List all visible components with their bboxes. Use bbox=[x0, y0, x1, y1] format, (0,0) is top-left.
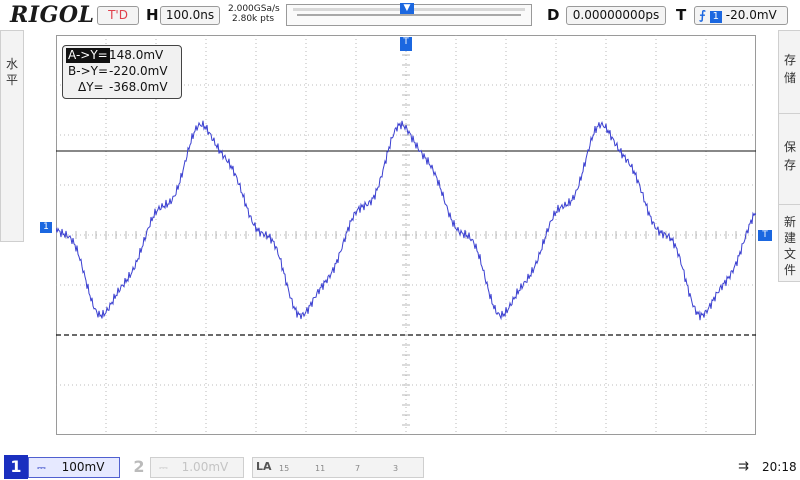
softkey-storage-char-1: 存 bbox=[783, 53, 796, 67]
la-label: LA bbox=[256, 460, 272, 473]
softkey-new-file[interactable]: 新 建 文 件 bbox=[779, 205, 800, 281]
run-status-badge[interactable]: T'D bbox=[97, 6, 139, 25]
top-status-bar: RIGOL T'D H 100.0ns 2.000GSa/s 2.80k pts… bbox=[0, 0, 800, 30]
softkey-save-char-1: 保 bbox=[783, 140, 796, 154]
cursor-b-value: -220.0mV bbox=[109, 64, 168, 78]
delay-label: D bbox=[547, 6, 560, 24]
waveform-display[interactable] bbox=[56, 35, 756, 435]
trigger-position-memory-marker: ▼ bbox=[400, 3, 414, 14]
cursor-a-label: A->Y= bbox=[66, 48, 110, 63]
channel1-offset-marker-label: 1 bbox=[43, 222, 49, 232]
softkey-storage-char-2: 储 bbox=[783, 71, 796, 85]
la-tick-11: 11 bbox=[315, 464, 326, 473]
horizontal-menu-tab[interactable]: 水 平 bbox=[0, 30, 24, 242]
left-menu-char-2: 平 bbox=[5, 73, 18, 87]
channel2-scale-box[interactable]: ⎓ 1.00mV bbox=[150, 457, 244, 478]
horizontal-label: H bbox=[146, 6, 159, 24]
softkey-new-file-char-1: 新 bbox=[783, 215, 796, 229]
trigger-settings[interactable]: ⨍ 1 -20.0mV bbox=[694, 6, 788, 25]
trigger-label: T bbox=[676, 6, 687, 24]
clock-time: 20:18 bbox=[762, 460, 797, 474]
channel1-scale-box[interactable]: ⎓ 100mV bbox=[28, 457, 120, 478]
left-menu-char-1: 水 bbox=[5, 57, 18, 71]
cursor-readout-panel: A->Y= 148.0mV B->Y= -220.0mV ΔY= -368.0m… bbox=[62, 45, 182, 99]
softkey-new-file-char-3: 文 bbox=[783, 247, 796, 261]
la-tick-7: 7 bbox=[355, 464, 361, 473]
usb-icon: ⇉ bbox=[738, 459, 749, 474]
trigger-level: -20.0mV bbox=[725, 8, 777, 22]
sample-rate: 2.000GSa/s bbox=[228, 4, 280, 14]
softkey-storage[interactable]: 存 储 bbox=[779, 31, 800, 114]
cursor-delta-value: -368.0mV bbox=[109, 80, 168, 94]
cursor-a-value: 148.0mV bbox=[109, 48, 164, 62]
channel1-scale: 100mV bbox=[61, 460, 105, 474]
cursor-delta-label: ΔY= bbox=[78, 80, 104, 94]
channel1-offset-marker[interactable]: 1 bbox=[40, 222, 52, 233]
softkey-new-file-char-2: 建 bbox=[783, 231, 796, 245]
delay-value[interactable]: 0.00000000ps bbox=[566, 6, 666, 25]
trigger-position-marker-label: T bbox=[403, 37, 409, 47]
softkey-new-file-char-4: 件 bbox=[783, 263, 796, 277]
softkey-save-char-2: 存 bbox=[783, 158, 796, 172]
rising-edge-icon: ⨍ bbox=[699, 8, 706, 22]
memory-depth: 2.80k pts bbox=[232, 14, 275, 24]
channel1-button[interactable]: 1 bbox=[4, 455, 28, 479]
la-tick-15: 15 bbox=[279, 464, 290, 473]
timebase-value[interactable]: 100.0ns bbox=[160, 6, 220, 25]
channel2-scale: 1.00mV bbox=[181, 460, 229, 474]
trigger-level-marker-label: T bbox=[762, 230, 768, 240]
acquisition-info: 2.000GSa/s 2.80k pts bbox=[228, 4, 280, 24]
trigger-position-marker[interactable]: T bbox=[400, 37, 412, 51]
trigger-level-marker[interactable]: T bbox=[758, 230, 772, 241]
dc-coupling-icon: ⎓ bbox=[37, 461, 46, 474]
logic-analyzer-box[interactable]: LA 15 11 7 3 bbox=[252, 457, 424, 478]
right-softkey-menu: 存 储 保 存 新 建 文 件 bbox=[778, 30, 800, 282]
channel1-trace bbox=[56, 120, 756, 321]
trigger-source-badge: 1 bbox=[709, 11, 722, 23]
channel2-button[interactable]: 2 bbox=[133, 457, 145, 476]
softkey-save[interactable]: 保 存 bbox=[779, 114, 800, 205]
channel2-coupling-icon: ⎓ bbox=[159, 461, 168, 474]
brand-logo: RIGOL bbox=[10, 2, 95, 28]
cursor-b-label: B->Y= bbox=[68, 64, 109, 78]
la-tick-3: 3 bbox=[393, 464, 399, 473]
